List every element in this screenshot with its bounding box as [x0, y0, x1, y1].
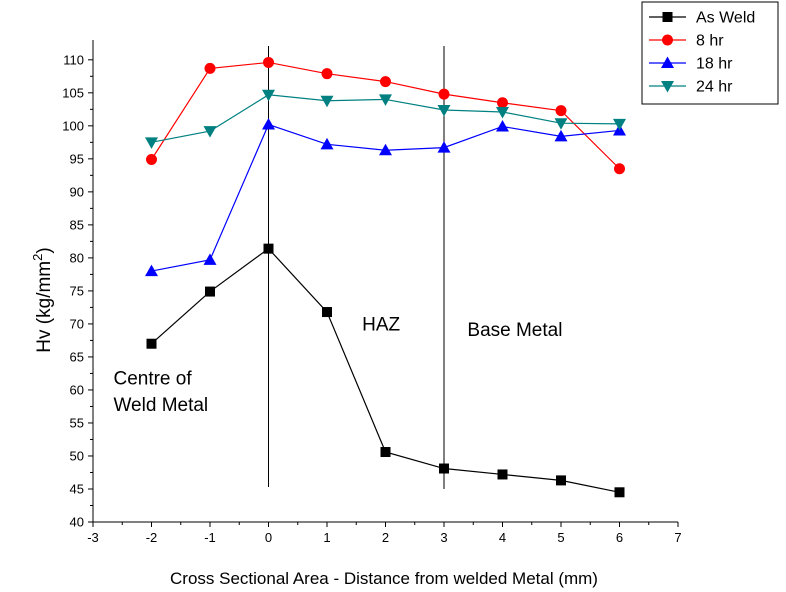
- data-point: [437, 141, 451, 153]
- y-axis-title-base: Hv (kg/mm: [34, 261, 55, 353]
- x-tick-label: -2: [146, 530, 158, 545]
- data-point: [320, 95, 334, 108]
- data-point: [555, 105, 567, 117]
- x-tick-label: 0: [265, 530, 272, 545]
- legend-label: 24 hr: [696, 79, 733, 96]
- y-tick-label: 70: [70, 316, 84, 331]
- data-point: [379, 94, 392, 106]
- y-tick-label: 40: [70, 515, 84, 530]
- legend-marker: [661, 81, 674, 93]
- data-point: [321, 68, 333, 80]
- data-point: [263, 56, 274, 68]
- x-tick-label: 7: [674, 530, 681, 545]
- legend-label: 18 hr: [696, 56, 733, 73]
- data-point: [439, 463, 449, 474]
- data-point: [380, 76, 391, 88]
- data-point: [379, 143, 392, 156]
- y-tick-label: 50: [70, 448, 84, 463]
- data-point: [554, 129, 568, 142]
- data-point: [145, 264, 158, 277]
- data-point: [203, 126, 217, 138]
- data-point: [380, 447, 391, 458]
- y-tick-label: 80: [70, 250, 84, 265]
- legend-entry: 8 hr: [649, 33, 724, 50]
- y-axis-title-close: ): [34, 247, 55, 253]
- annotation: Centre of: [113, 369, 192, 390]
- x-tick-label: 6: [616, 530, 623, 545]
- y-tick-label: 105: [62, 85, 84, 100]
- y-tick-label: 45: [70, 481, 84, 496]
- x-tick-label: 4: [499, 530, 506, 545]
- legend-label: As Weld: [696, 10, 755, 27]
- legend-label: 8 hr: [696, 33, 724, 50]
- y-tick-label: 75: [70, 283, 84, 298]
- series-2: [146, 56, 625, 175]
- legend-entry: 18 hr: [649, 56, 733, 73]
- x-tick-label: 1: [323, 530, 330, 545]
- annotation: Base Metal: [467, 320, 562, 341]
- x-tick-label: 2: [382, 530, 389, 545]
- x-tick-label: -3: [87, 530, 99, 545]
- data-point: [205, 286, 215, 297]
- data-point: [496, 106, 509, 119]
- y-axis-title: Hv (kg/mm2): [30, 247, 55, 352]
- data-point: [497, 469, 508, 480]
- series-4: [145, 89, 626, 149]
- y-tick-label: 100: [62, 118, 84, 133]
- data-point: [497, 97, 508, 109]
- y-tick-label: 65: [70, 349, 84, 364]
- data-point: [204, 62, 216, 74]
- data-point: [320, 137, 334, 150]
- y-tick-label: 85: [70, 217, 84, 232]
- data-point: [146, 338, 157, 349]
- data-point: [262, 89, 275, 102]
- data-point: [438, 88, 450, 100]
- data-point: [145, 137, 158, 149]
- data-point: [614, 163, 625, 175]
- axes: -3 -2 -1 0 1 2 3 4 5 6 740455055606570758085909510…: [62, 40, 682, 545]
- legend: As Weld 8 hr 18 hr 24 hr: [641, 1, 779, 105]
- x-tick-label: 3: [440, 530, 447, 545]
- data-point: [203, 253, 217, 265]
- legend-entry: 24 hr: [649, 79, 733, 96]
- data-point: [614, 487, 625, 498]
- y-tick-label: 95: [70, 151, 84, 166]
- y-tick-label: 60: [70, 382, 84, 397]
- x-tick-label: -1: [204, 530, 216, 545]
- data-point: [146, 154, 157, 166]
- data-point: [437, 104, 451, 117]
- data-point: [263, 243, 274, 254]
- legend-marker: [662, 12, 673, 22]
- data-point: [613, 118, 626, 131]
- data-point: [496, 119, 509, 132]
- data-point: [556, 475, 566, 486]
- series-1: [146, 243, 625, 498]
- annotations: Centre of Weld Metal HAZ Base Metal: [113, 315, 562, 417]
- annotation: HAZ: [362, 315, 400, 336]
- x-axis-title: Cross Sectional Area - Distance from wel…: [170, 569, 598, 588]
- legend-entry: As Weld: [649, 10, 755, 27]
- reference-lines: [268, 46, 445, 489]
- y-tick-label: 90: [70, 184, 84, 199]
- series-3: [145, 118, 626, 277]
- legend-marker: [661, 56, 674, 68]
- y-tick-label: 55: [70, 415, 84, 430]
- y-tick-label: 110: [63, 52, 84, 67]
- data-point: [554, 118, 568, 130]
- data-point: [262, 118, 275, 130]
- y-axis-title-sup: 2: [30, 254, 45, 261]
- data-point: [322, 307, 332, 318]
- annotation: Weld Metal: [113, 395, 208, 416]
- x-tick-label: 5: [557, 530, 564, 545]
- legend-marker: [662, 34, 673, 46]
- series-layer: [145, 56, 626, 498]
